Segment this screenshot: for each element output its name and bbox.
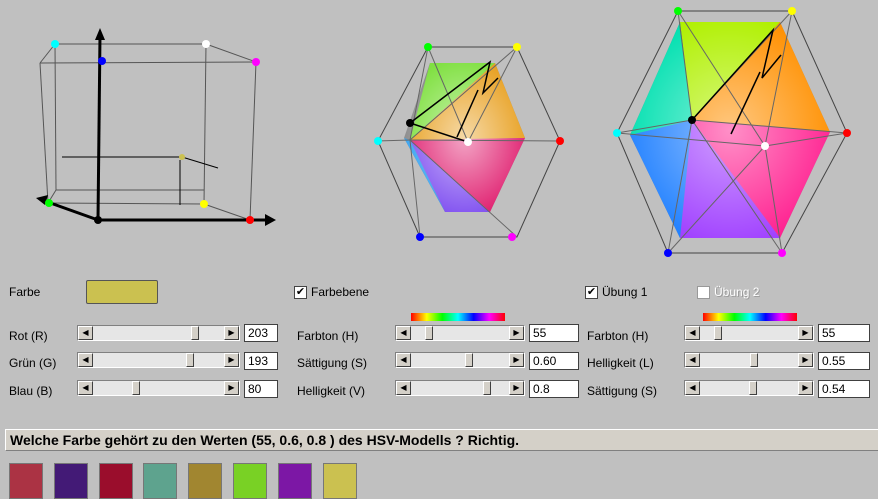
history-swatch[interactable] bbox=[98, 463, 133, 499]
slider-thumb[interactable] bbox=[749, 353, 758, 367]
hls-hue-label: Farbton (H) bbox=[587, 329, 649, 343]
history-swatch[interactable] bbox=[188, 463, 223, 499]
arrow-left-icon[interactable]: ◀ bbox=[396, 326, 411, 340]
hsv-hexagon bbox=[374, 43, 564, 241]
history-swatch[interactable] bbox=[143, 463, 178, 499]
arrow-left-icon[interactable]: ◀ bbox=[78, 353, 93, 367]
hls-saturation-slider[interactable]: ◀ ▶ bbox=[684, 380, 814, 396]
color-model-visualization bbox=[36, 7, 851, 257]
hls-saturation-value[interactable]: 0.54 bbox=[818, 380, 870, 398]
arrow-right-icon[interactable]: ▶ bbox=[798, 353, 813, 367]
farbebene-label: Farbebene bbox=[311, 285, 370, 299]
check-icon: ✔ bbox=[295, 286, 306, 298]
hsv-hue-bar bbox=[411, 313, 505, 321]
uebung2-checkbox[interactable] bbox=[697, 286, 710, 299]
slider-thumb[interactable] bbox=[424, 326, 433, 340]
hsv-hue-label: Farbton (H) bbox=[297, 329, 359, 343]
rgb-red-slider[interactable]: ◀ ▶ bbox=[77, 325, 240, 341]
arrow-right-icon[interactable]: ▶ bbox=[798, 381, 813, 395]
history-swatch[interactable] bbox=[53, 463, 88, 499]
uebung2-label: Übung 2 bbox=[714, 285, 760, 299]
arrow-right-icon[interactable]: ▶ bbox=[224, 353, 239, 367]
arrow-left-icon[interactable]: ◀ bbox=[78, 326, 93, 340]
hls-lightness-slider[interactable]: ◀ ▶ bbox=[684, 352, 814, 368]
rgb-red-value[interactable]: 203 bbox=[244, 324, 278, 342]
farbe-label: Farbe bbox=[9, 285, 41, 299]
slider-thumb[interactable] bbox=[190, 326, 199, 340]
current-color-swatch bbox=[86, 280, 158, 304]
farbebene-checkbox[interactable]: ✔ bbox=[294, 286, 307, 299]
arrow-left-icon[interactable]: ◀ bbox=[396, 381, 411, 395]
history-swatch[interactable] bbox=[277, 463, 312, 499]
hls-hue-value[interactable]: 55 bbox=[818, 324, 870, 342]
slider-thumb[interactable] bbox=[465, 353, 473, 367]
hsv-hue-value[interactable]: 55 bbox=[529, 324, 579, 342]
hls-hue-slider[interactable]: ◀ ▶ bbox=[684, 325, 814, 341]
arrow-left-icon[interactable]: ◀ bbox=[685, 326, 700, 340]
history-swatch[interactable] bbox=[9, 463, 43, 499]
hsv-saturation-label: Sättigung (S) bbox=[297, 356, 368, 370]
feedback-message: Welche Farbe gehört zu den Werten (55, 0… bbox=[5, 429, 878, 451]
hsv-value-value[interactable]: 0.8 bbox=[529, 380, 579, 398]
rgb-green-value[interactable]: 193 bbox=[244, 352, 278, 370]
rgb-red-label: Rot (R) bbox=[9, 329, 48, 343]
rgb-blue-value[interactable]: 80 bbox=[244, 380, 278, 398]
arrow-right-icon[interactable]: ▶ bbox=[509, 381, 524, 395]
slider-thumb[interactable] bbox=[483, 381, 491, 395]
history-swatch[interactable] bbox=[322, 463, 357, 499]
slider-thumb[interactable] bbox=[713, 326, 722, 340]
uebung1-label: Übung 1 bbox=[602, 285, 648, 299]
slider-thumb[interactable] bbox=[131, 381, 140, 395]
hsv-hue-slider[interactable]: ◀ ▶ bbox=[395, 325, 525, 341]
rgb-blue-slider[interactable]: ◀ ▶ bbox=[77, 380, 240, 396]
hsv-value-label: Helligkeit (V) bbox=[297, 384, 366, 398]
arrow-left-icon[interactable]: ◀ bbox=[685, 381, 700, 395]
arrow-left-icon[interactable]: ◀ bbox=[396, 353, 411, 367]
hsv-saturation-slider[interactable]: ◀ ▶ bbox=[395, 352, 525, 368]
rgb-blue-label: Blau (B) bbox=[9, 384, 53, 398]
hls-saturation-label: Sättigung (S) bbox=[587, 384, 658, 398]
check-icon: ✔ bbox=[586, 286, 597, 298]
rgb-green-label: Grün (G) bbox=[9, 356, 57, 370]
hls-hue-bar bbox=[703, 313, 797, 321]
arrow-left-icon[interactable]: ◀ bbox=[685, 353, 700, 367]
slider-thumb[interactable] bbox=[748, 381, 757, 395]
arrow-right-icon[interactable]: ▶ bbox=[798, 326, 813, 340]
history-swatch[interactable] bbox=[233, 463, 267, 499]
hsv-value-slider[interactable]: ◀ ▶ bbox=[395, 380, 525, 396]
arrow-left-icon[interactable]: ◀ bbox=[78, 381, 93, 395]
arrow-right-icon[interactable]: ▶ bbox=[509, 326, 524, 340]
rgb-cube bbox=[36, 28, 276, 226]
hsv-saturation-value[interactable]: 0.60 bbox=[529, 352, 579, 370]
rgb-green-slider[interactable]: ◀ ▶ bbox=[77, 352, 240, 368]
arrow-right-icon[interactable]: ▶ bbox=[224, 381, 239, 395]
slider-thumb[interactable] bbox=[186, 353, 195, 367]
hls-lightness-value[interactable]: 0.55 bbox=[818, 352, 870, 370]
arrow-right-icon[interactable]: ▶ bbox=[224, 326, 239, 340]
hls-lightness-label: Helligkeit (L) bbox=[587, 356, 654, 370]
arrow-right-icon[interactable]: ▶ bbox=[509, 353, 524, 367]
hls-hexagon bbox=[613, 7, 851, 257]
uebung1-checkbox[interactable]: ✔ bbox=[585, 286, 598, 299]
